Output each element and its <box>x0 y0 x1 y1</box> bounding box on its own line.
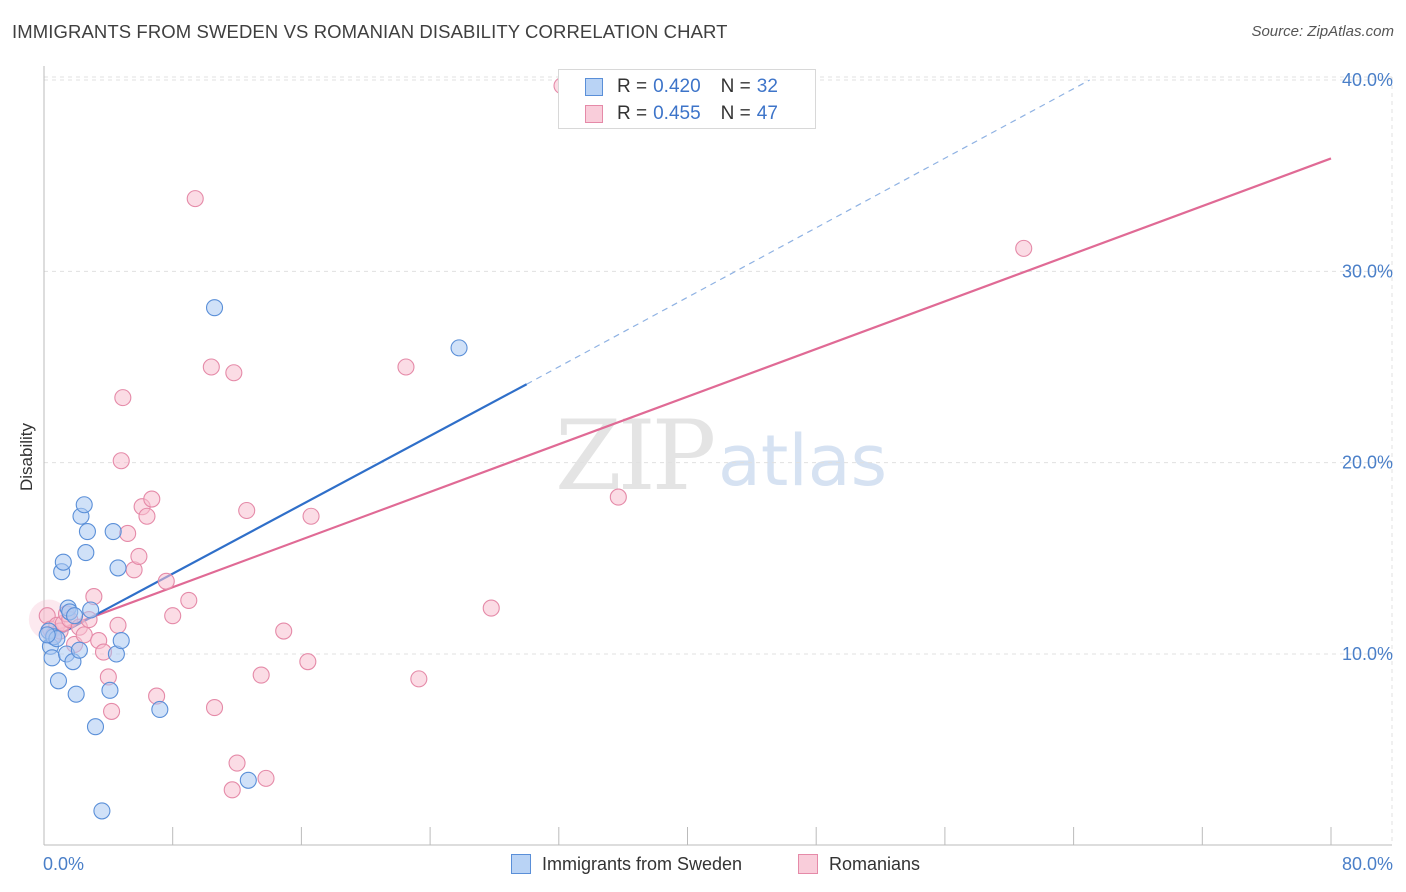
legend-n-label: N = <box>720 76 751 97</box>
romania-point <box>114 389 132 407</box>
y-axis-label: Disability <box>17 422 36 492</box>
legend-row-sweden: R = 0.420 N = 32 <box>585 76 778 98</box>
legend-n-value: 32 <box>756 76 778 97</box>
sweden-point <box>450 339 468 357</box>
x-tick-label-min: 0.0% <box>43 854 84 874</box>
sweden-point <box>82 601 100 619</box>
romania-point <box>302 507 320 525</box>
sweden-point <box>205 299 224 317</box>
sweden-point <box>151 700 169 719</box>
sweden-trend-line <box>43 383 528 644</box>
correlation-legend: R = 0.420 N = 32 R = 0.455 N = 47 <box>558 69 816 129</box>
sweden-point <box>38 626 56 644</box>
romania-point <box>157 572 175 590</box>
romania-point <box>397 358 415 376</box>
sweden-point <box>93 802 111 820</box>
romania-point <box>257 769 275 787</box>
romania-point <box>482 599 500 617</box>
romania-point <box>410 670 428 688</box>
romania-point <box>109 616 127 634</box>
sweden-point <box>75 496 93 514</box>
sweden-point <box>70 641 88 659</box>
romania-point <box>252 666 270 684</box>
romania-point <box>205 699 224 717</box>
y-tick-label: 10.0% <box>1342 644 1393 664</box>
watermark-atlas: atlas <box>718 420 888 502</box>
romania-point <box>75 626 93 644</box>
x-tick-label-max: 80.0% <box>1342 854 1393 874</box>
legend-r-label: R = <box>617 103 648 124</box>
legend-swatch-sweden <box>585 78 603 96</box>
romania-point <box>225 364 243 382</box>
romania-point <box>609 488 627 506</box>
bottom-swatch-sweden <box>511 854 531 874</box>
romania-point <box>1015 239 1033 257</box>
sweden-point <box>101 681 119 699</box>
sweden-point <box>54 553 72 571</box>
sweden-point <box>43 649 61 667</box>
romania-point <box>202 358 220 376</box>
bottom-legend-romania: Romanians <box>798 852 920 876</box>
trend-lines <box>43 79 1332 644</box>
sweden-point <box>77 544 95 562</box>
sweden-point <box>239 771 257 789</box>
romania-point <box>164 607 182 625</box>
tick-labels: 10.0% 20.0% 30.0% 40.0% 0.0% 80.0% <box>43 70 1393 874</box>
legend-row-romania: R = 0.455 N = 47 <box>585 103 778 125</box>
y-tick-label: 20.0% <box>1342 453 1393 473</box>
romania-point <box>138 507 156 525</box>
bottom-legend-label: Romanians <box>829 853 921 874</box>
watermark-zip: ZIP <box>555 400 716 512</box>
romania-point <box>112 452 130 470</box>
chart-title: IMMIGRANTS FROM SWEDEN VS ROMANIAN DISAB… <box>12 21 728 42</box>
source-label: Source: ZipAtlas.com <box>1251 23 1394 40</box>
sweden-point <box>86 718 105 736</box>
romania-trend-line <box>43 157 1332 636</box>
romania-point <box>228 754 246 772</box>
romania-point <box>275 622 293 640</box>
romania-point <box>103 702 121 720</box>
y-tick-label: 30.0% <box>1342 261 1393 281</box>
romania-point <box>299 653 317 671</box>
sweden-point <box>112 632 130 650</box>
romania-point <box>143 490 161 508</box>
sweden-point <box>66 607 84 625</box>
legend-n-value: 47 <box>756 103 778 124</box>
bottom-legend-label: Immigrants from Sweden <box>542 853 743 874</box>
romania-point <box>238 501 256 520</box>
romania-point <box>186 190 204 208</box>
sweden-point <box>67 685 85 703</box>
romania-point <box>119 524 137 543</box>
data-points <box>28 77 1033 820</box>
legend-r-value: 0.420 <box>653 76 701 97</box>
legend-swatch-romania <box>585 105 603 123</box>
sweden-trend-extension <box>526 79 1090 385</box>
sweden-point <box>49 672 68 690</box>
bottom-swatch-romania <box>798 854 818 874</box>
axes <box>43 66 1392 846</box>
legend-n-label: N = <box>720 103 751 124</box>
romania-point <box>223 781 241 799</box>
sweden-point <box>78 522 96 541</box>
bottom-legend-sweden: Immigrants from Sweden <box>511 852 742 876</box>
legend-r-value: 0.455 <box>653 103 701 124</box>
romania-point <box>180 591 198 609</box>
legend-r-label: R = <box>617 76 648 97</box>
sweden-point <box>109 559 127 577</box>
y-tick-label: 40.0% <box>1342 70 1393 90</box>
sweden-point <box>104 522 122 541</box>
romania-point <box>130 547 148 565</box>
grid-lines <box>44 76 1393 845</box>
